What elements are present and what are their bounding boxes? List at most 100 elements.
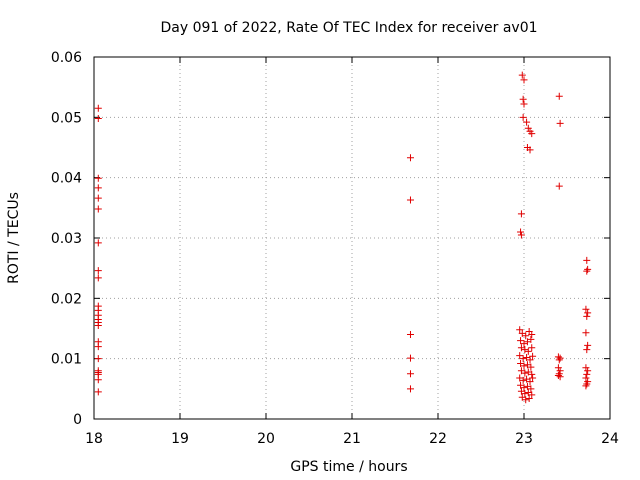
data-point <box>584 367 592 375</box>
data-point <box>554 364 562 372</box>
data-point <box>526 146 534 154</box>
data-point <box>521 369 529 377</box>
y-tick-label: 0.05 <box>51 110 82 126</box>
data-point <box>518 71 526 79</box>
data-point <box>583 312 591 320</box>
data-point <box>94 194 102 202</box>
y-tick-label: 0.06 <box>51 50 82 66</box>
data-point <box>517 344 525 352</box>
data-point <box>528 130 536 138</box>
data-point <box>517 231 525 239</box>
data-point <box>94 376 102 384</box>
data-point <box>522 396 530 404</box>
data-point <box>584 309 592 317</box>
chart-title: Day 091 of 2022, Rate Of TEC Index for r… <box>160 20 537 36</box>
data-point <box>94 115 102 123</box>
data-point <box>406 370 414 378</box>
data-point <box>527 335 535 343</box>
data-point <box>583 267 591 275</box>
data-point <box>583 346 591 354</box>
data-point <box>555 370 563 378</box>
data-point <box>526 378 534 386</box>
data-point <box>524 347 532 355</box>
data-point <box>519 113 527 121</box>
x-tick-label: 19 <box>171 431 189 447</box>
x-tick-label: 21 <box>343 431 361 447</box>
data-point <box>555 356 563 364</box>
x-axis-label: GPS time / hours <box>290 459 407 475</box>
data-point <box>584 341 592 349</box>
x-tick-label: 22 <box>429 431 447 447</box>
x-tick-label: 23 <box>515 431 533 447</box>
data-point <box>584 265 592 273</box>
data-point <box>527 363 535 371</box>
data-point <box>517 228 525 236</box>
data-point <box>406 331 414 339</box>
data-point <box>94 239 102 247</box>
data-point <box>520 384 528 392</box>
data-point <box>519 355 527 363</box>
data-point <box>528 344 536 352</box>
data-point <box>582 364 590 372</box>
data-point <box>528 391 536 399</box>
data-point <box>94 104 102 112</box>
data-point <box>556 354 564 362</box>
data-point <box>555 182 563 190</box>
data-point <box>406 154 414 162</box>
data-point <box>519 376 527 384</box>
data-point <box>582 305 590 313</box>
data-point <box>520 362 528 370</box>
data-point <box>520 76 528 84</box>
data-point <box>94 174 102 182</box>
data-point <box>94 343 102 351</box>
data-point <box>527 385 535 393</box>
x-tick-label: 20 <box>257 431 275 447</box>
y-tick-label: 0 <box>73 412 82 428</box>
y-axis-label: ROTI / TECUs <box>6 192 22 284</box>
data-point <box>516 326 524 334</box>
data-point <box>522 332 530 340</box>
data-point <box>94 321 102 329</box>
data-point <box>406 196 414 204</box>
data-point <box>554 372 562 380</box>
y-tick-label: 0.01 <box>51 352 82 368</box>
data-point <box>94 355 102 363</box>
data-point <box>517 337 525 345</box>
data-point <box>94 184 102 192</box>
data-point <box>519 95 527 103</box>
data-point <box>554 353 562 361</box>
data-point <box>524 124 532 132</box>
data-point <box>406 354 414 362</box>
data-point <box>583 256 591 264</box>
data-point <box>525 394 533 402</box>
data-point <box>516 352 524 360</box>
x-tick-label: 18 <box>85 431 103 447</box>
data-point <box>520 100 528 108</box>
data-point <box>583 370 591 378</box>
y-axis: 0 0.01 0.02 0.03 0.04 0.05 0.06 <box>51 50 610 428</box>
x-axis: 18 19 20 21 22 23 24 <box>85 57 619 447</box>
data-point <box>582 374 590 382</box>
data-point <box>556 373 564 381</box>
data-point <box>583 380 591 388</box>
data-point <box>523 118 531 126</box>
data-point <box>526 356 534 364</box>
data-point <box>582 382 590 390</box>
data-point <box>528 370 536 378</box>
data-point <box>94 388 102 396</box>
data-points <box>94 71 592 404</box>
data-point <box>521 346 529 354</box>
data-point <box>517 210 525 218</box>
y-tick-label: 0.02 <box>51 291 82 307</box>
data-point <box>528 331 536 339</box>
data-point <box>582 329 590 337</box>
data-point <box>521 390 529 398</box>
grid-lines <box>94 57 610 419</box>
data-point <box>94 274 102 282</box>
x-tick-label: 24 <box>601 431 619 447</box>
data-point <box>406 385 414 393</box>
data-point <box>529 374 537 382</box>
data-point <box>556 119 564 127</box>
data-point <box>520 340 528 348</box>
